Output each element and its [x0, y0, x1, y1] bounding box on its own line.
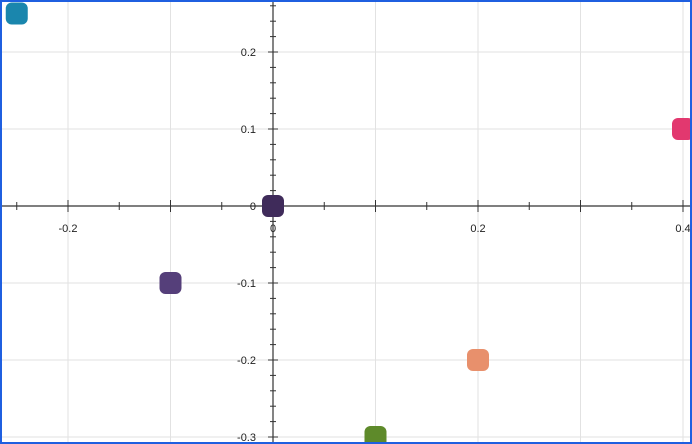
data-point	[262, 195, 284, 217]
x-tick-label: -0.2	[59, 223, 78, 235]
y-tick-label: 0	[250, 201, 256, 213]
x-origin-label: 0	[270, 223, 276, 235]
data-point	[364, 426, 387, 442]
y-tick-label: 0.1	[241, 124, 256, 136]
y-tick-label: -0.1	[237, 278, 256, 290]
y-tick-label: 0.2	[241, 47, 256, 59]
data-point	[672, 118, 690, 140]
data-point	[467, 349, 489, 371]
data-point	[5, 2, 28, 25]
data-point	[159, 272, 182, 294]
y-tick-label: -0.3	[237, 432, 256, 444]
x-tick-label: 0.2	[470, 223, 485, 235]
y-tick-label: -0.2	[237, 355, 256, 367]
x-tick-label: 0.4	[675, 223, 690, 235]
